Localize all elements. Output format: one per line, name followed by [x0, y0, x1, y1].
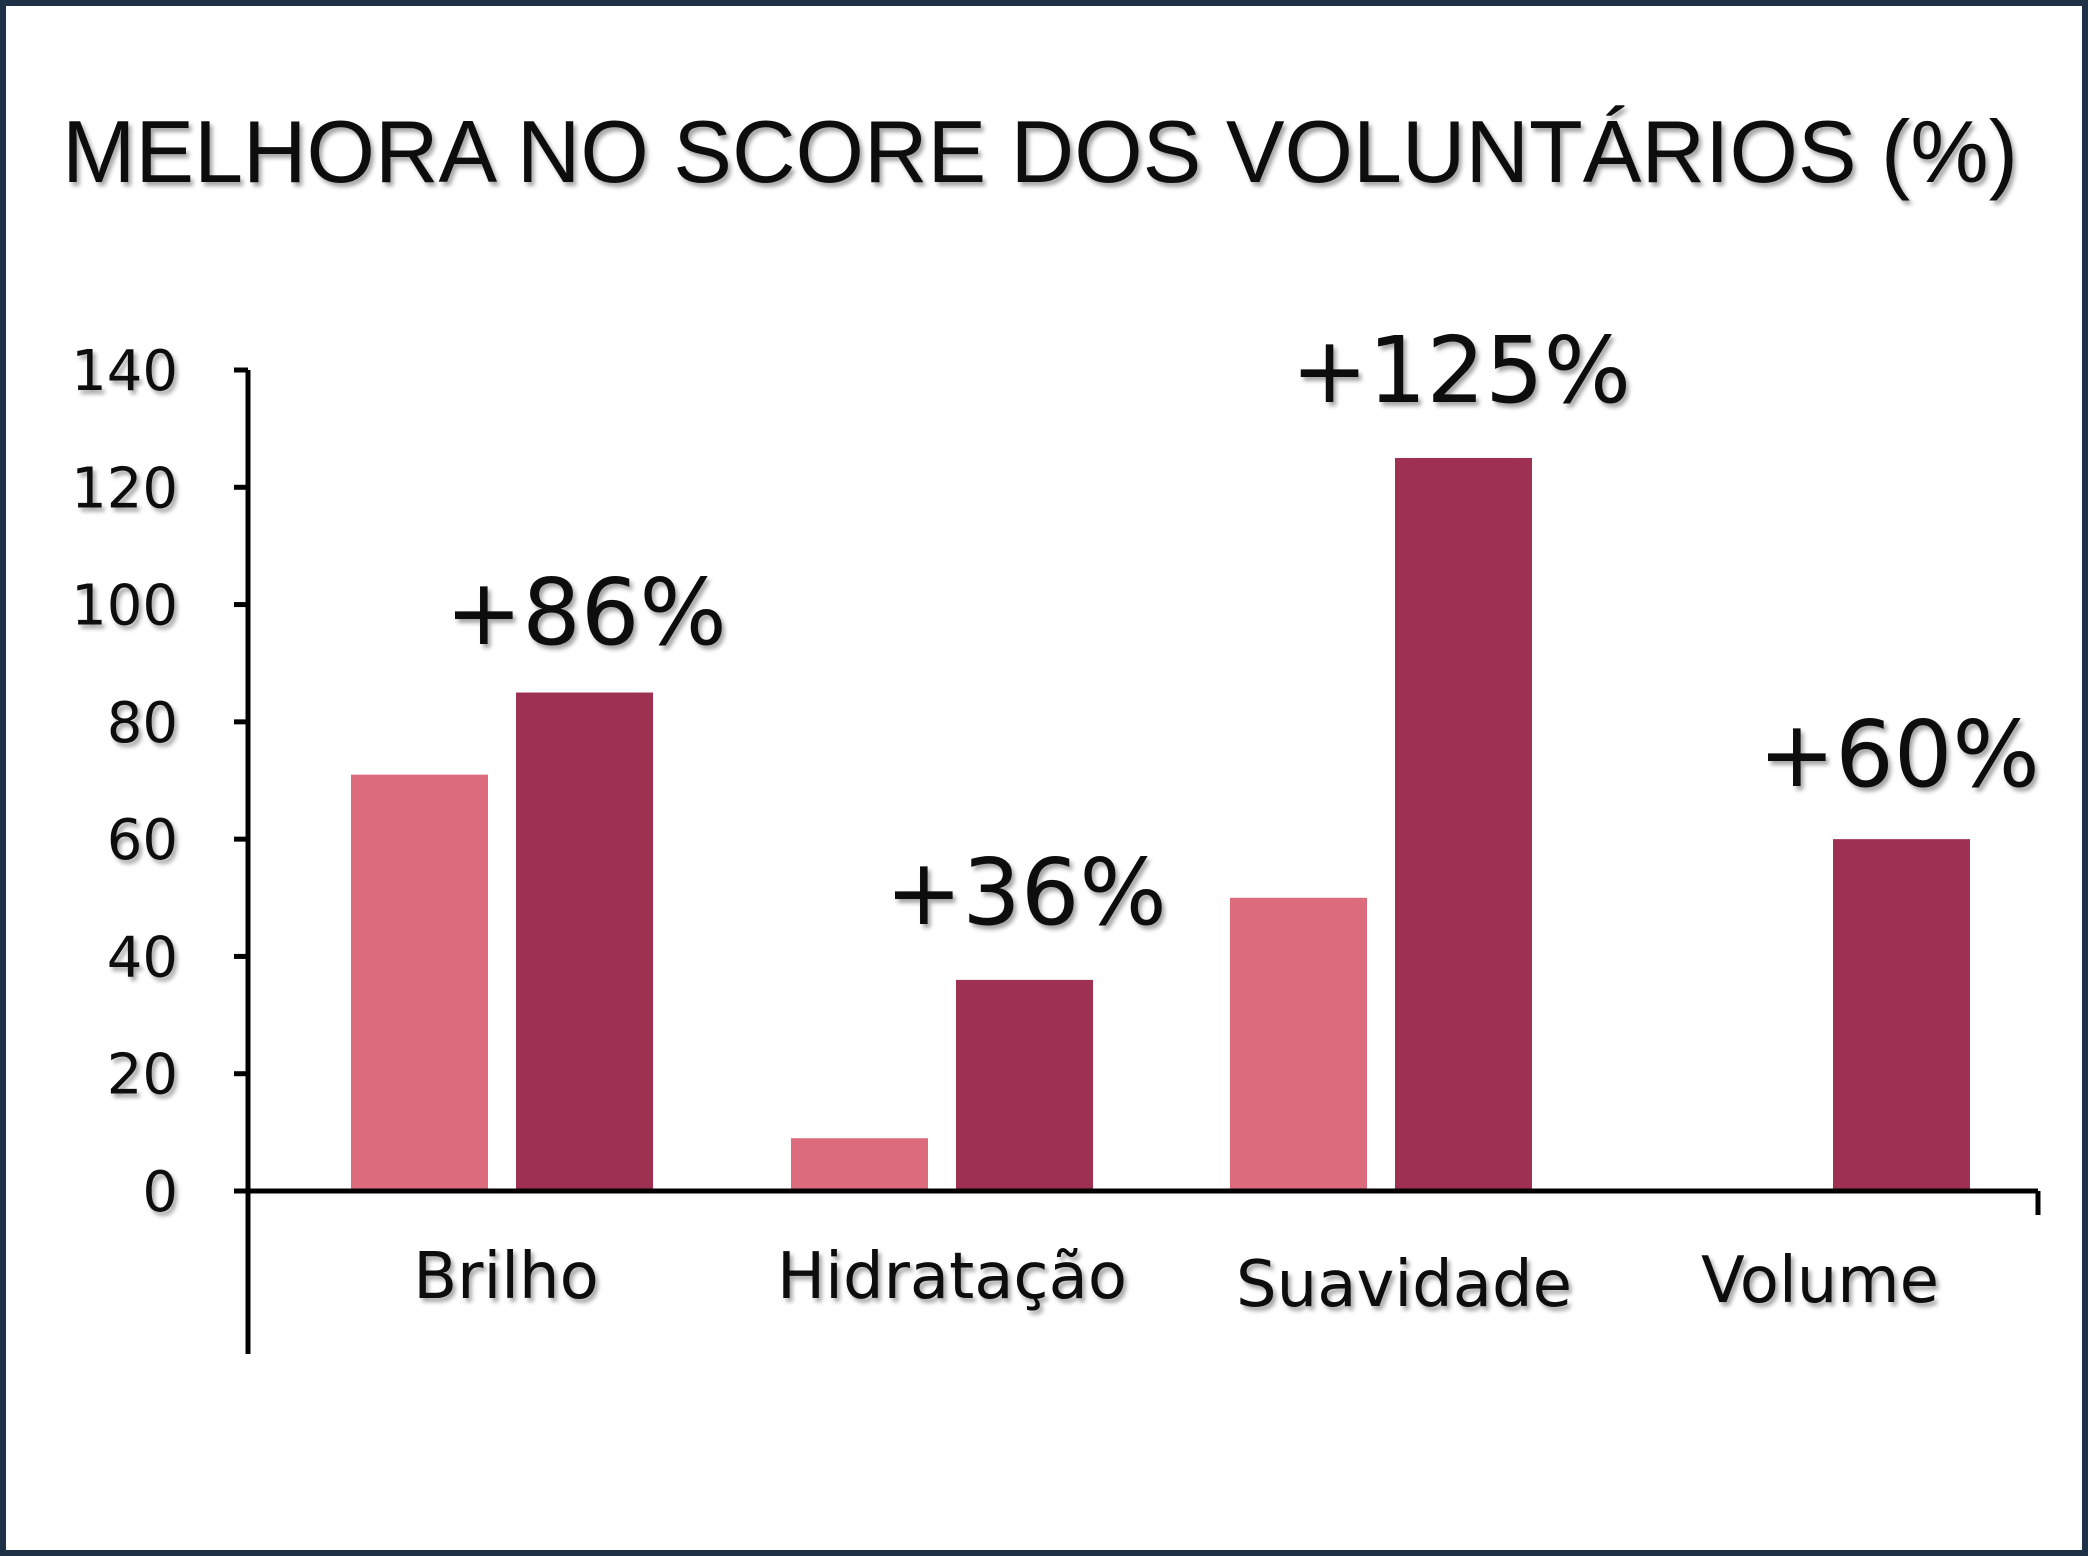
category-labels: Brilho Hidratação Suavidade Volume [413, 1240, 1939, 1322]
y-tick-label: 100 [71, 574, 178, 639]
category-label: Hidratação [777, 1240, 1127, 1314]
bars [351, 457, 1970, 1191]
data-labels: +86% +36% +125% +60% [445, 317, 2040, 946]
data-label: +86% [445, 559, 727, 666]
y-tick-label: 80 [107, 691, 178, 756]
bar-brilho-series-1 [351, 774, 488, 1191]
y-tick-label: 0 [142, 1160, 178, 1225]
data-label: +60% [1758, 701, 2040, 808]
bar-hidratacao-series-2 [956, 979, 1093, 1191]
data-label: +36% [885, 839, 1167, 946]
y-axis-ticks: 0 20 40 60 80 100 120 140 [71, 339, 248, 1225]
axes [234, 370, 2041, 1354]
category-label: Suavidade [1236, 1248, 1572, 1322]
y-tick-label: 140 [71, 339, 178, 404]
y-tick-label: 120 [71, 456, 178, 521]
bar-brilho-series-2 [516, 692, 653, 1191]
y-tick-label: 20 [107, 1043, 178, 1108]
bar-suavidade-series-2 [1395, 457, 1532, 1191]
bar-chart: MELHORA NO SCORE DOS VOLUNTÁRIOS (%) 0 20… [62, 102, 2041, 1354]
bar-suavidade-series-1 [1230, 897, 1367, 1191]
category-label: Brilho [413, 1240, 599, 1314]
data-label: +125% [1291, 317, 1631, 424]
y-tick-label: 60 [107, 808, 178, 873]
bar-volume-series-2 [1833, 839, 1970, 1191]
chart-title: MELHORA NO SCORE DOS VOLUNTÁRIOS (%) [62, 102, 2018, 201]
y-tick-label: 40 [107, 925, 178, 990]
category-label: Volume [1701, 1244, 1939, 1318]
bar-hidratacao-series-1 [791, 1138, 928, 1191]
